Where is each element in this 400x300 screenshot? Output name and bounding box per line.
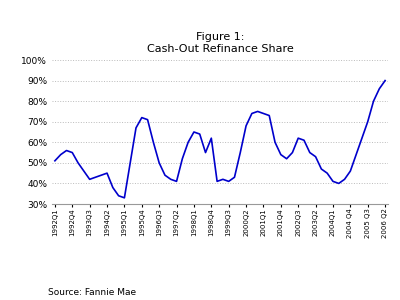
Text: Source: Fannie Mae: Source: Fannie Mae — [48, 288, 136, 297]
Title: Figure 1:
Cash-Out Refinance Share: Figure 1: Cash-Out Refinance Share — [147, 32, 293, 54]
